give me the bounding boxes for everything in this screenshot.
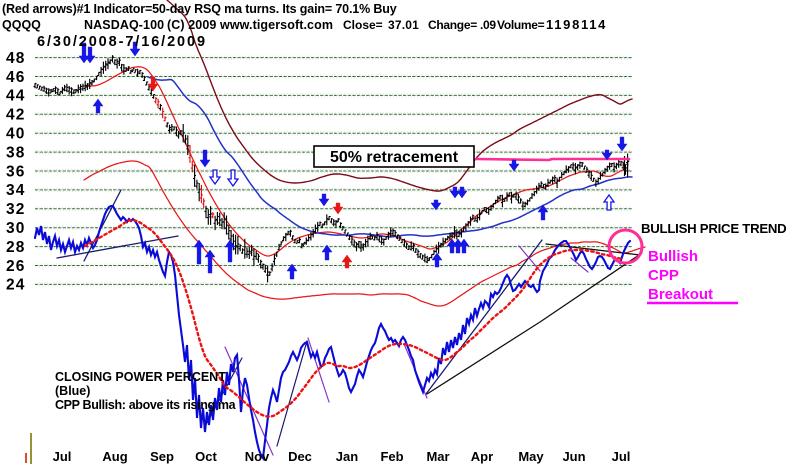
svg-text:40: 40 bbox=[6, 126, 25, 143]
svg-text:(Blue): (Blue) bbox=[55, 384, 90, 398]
svg-text:(Red arrows)#1 Indicator=50-da: (Red arrows)#1 Indicator=50-day RSQ ma t… bbox=[2, 2, 397, 16]
svg-text:26: 26 bbox=[6, 258, 25, 275]
svg-text:37.01: 37.01 bbox=[388, 18, 419, 32]
svg-text:Mar: Mar bbox=[426, 449, 449, 464]
svg-text:Aug: Aug bbox=[102, 449, 127, 464]
svg-text:1198114: 1198114 bbox=[546, 17, 607, 32]
svg-text:30: 30 bbox=[6, 220, 25, 237]
svg-text:CPP: CPP bbox=[648, 267, 679, 284]
svg-text:Dec: Dec bbox=[288, 449, 312, 464]
svg-text:32: 32 bbox=[6, 201, 25, 218]
svg-text:48: 48 bbox=[6, 50, 25, 67]
svg-text:CPP Bullish: above its rising: CPP Bullish: above its rising ma bbox=[55, 398, 237, 412]
svg-text:34: 34 bbox=[6, 182, 25, 199]
svg-text:Apr: Apr bbox=[471, 449, 493, 464]
svg-text:Bullish: Bullish bbox=[648, 248, 698, 265]
svg-text:38: 38 bbox=[6, 144, 25, 161]
svg-text:Jun: Jun bbox=[562, 449, 585, 464]
svg-text:Breakout: Breakout bbox=[648, 286, 713, 303]
svg-text:6/30/2008-7/16/2009: 6/30/2008-7/16/2009 bbox=[37, 34, 207, 50]
svg-text:BULLISH PRICE TREND: BULLISH PRICE TREND bbox=[641, 221, 786, 236]
svg-text:Volume=: Volume= bbox=[497, 18, 545, 32]
svg-text:Jul: Jul bbox=[612, 449, 631, 464]
svg-text:46: 46 bbox=[6, 69, 25, 86]
svg-text:Jan: Jan bbox=[336, 449, 358, 464]
svg-text:44: 44 bbox=[6, 88, 25, 105]
svg-text:Close=: Close= bbox=[343, 18, 383, 32]
svg-text:Oct: Oct bbox=[195, 449, 217, 464]
svg-text:36: 36 bbox=[6, 163, 25, 180]
svg-text:Feb: Feb bbox=[380, 449, 403, 464]
svg-text:24: 24 bbox=[6, 277, 25, 294]
svg-text:QQQQ: QQQQ bbox=[2, 18, 41, 32]
svg-text:Change= .09: Change= .09 bbox=[428, 18, 496, 32]
svg-text:Jul: Jul bbox=[53, 449, 72, 464]
svg-text:May: May bbox=[518, 449, 544, 464]
svg-text:42: 42 bbox=[6, 107, 25, 124]
svg-text:50% retracement: 50% retracement bbox=[330, 149, 459, 166]
svg-text:Nov: Nov bbox=[245, 449, 270, 464]
svg-text:CLOSING POWER PERCENT: CLOSING POWER PERCENT bbox=[55, 370, 226, 384]
svg-text:NASDAQ-100: NASDAQ-100 bbox=[84, 18, 164, 32]
svg-text:Sep: Sep bbox=[150, 449, 174, 464]
svg-text:28: 28 bbox=[6, 239, 25, 256]
svg-text:(C) 2009 www.tigersoft.com: (C) 2009 www.tigersoft.com bbox=[167, 18, 333, 32]
